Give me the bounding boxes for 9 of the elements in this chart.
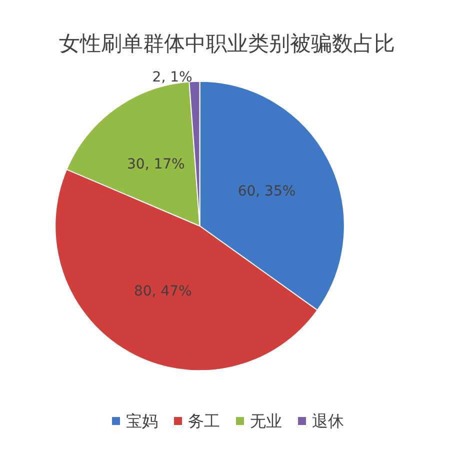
data-label: 30, 17% bbox=[127, 156, 185, 173]
data-label: 2, 1% bbox=[152, 69, 192, 86]
legend-label: 无业 bbox=[250, 412, 282, 430]
legend-label: 退休 bbox=[312, 412, 344, 430]
data-label: 80, 47% bbox=[134, 284, 192, 300]
legend-label: 务工 bbox=[188, 412, 220, 430]
chart-title: 女性刷单群体中职业类别被骗数占比 bbox=[59, 32, 395, 56]
data-label: 60, 35% bbox=[238, 184, 296, 200]
legend-label: 宝妈 bbox=[126, 412, 158, 430]
